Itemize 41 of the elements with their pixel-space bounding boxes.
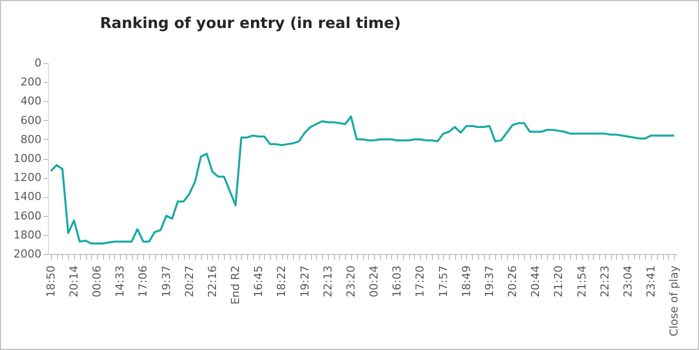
- y-tick-label: 1000: [14, 152, 42, 165]
- x-tick-label: 23:41: [644, 266, 658, 298]
- x-tick-label: 14:33: [114, 266, 127, 298]
- x-tick-label: 20:27: [182, 266, 196, 298]
- x-tick-label: 19:37: [482, 266, 496, 298]
- x-tick-label: 22:16: [206, 266, 219, 298]
- x-tick-label: End R2: [229, 266, 242, 305]
- x-tick-label: 19:37: [160, 266, 173, 298]
- y-tick-label: 0: [34, 56, 42, 70]
- y-tick-label: 600: [20, 114, 42, 127]
- x-tick-label: 16:03: [390, 266, 404, 298]
- x-tick-label: 23:20: [344, 266, 358, 298]
- x-tick-label: 00:24: [368, 266, 381, 298]
- x-tick-label: 17:20: [414, 266, 427, 298]
- y-tick-label: 1200: [14, 171, 42, 184]
- x-tick-label: 16:45: [252, 266, 266, 298]
- y-tick-label: 1600: [14, 209, 42, 222]
- x-tick-label: 21:54: [575, 266, 588, 298]
- x-tick-label: 22:13: [321, 266, 334, 298]
- x-tick-label: 20:14: [67, 266, 80, 298]
- y-tick-label: 1800: [14, 228, 42, 242]
- chart-title: Ranking of your entry (in real time): [100, 14, 401, 32]
- y-tick-label: 400: [20, 94, 42, 108]
- x-tick-label: 18:49: [460, 266, 473, 298]
- line-series: [50, 115, 676, 244]
- y-tick-label: 200: [20, 76, 42, 89]
- x-tick-label: 23:04: [621, 266, 634, 298]
- x-tick-label: 17:57: [436, 266, 450, 298]
- y-tick-label: 1400: [14, 190, 42, 204]
- x-tick-label: 20:44: [529, 266, 542, 298]
- x-tick-label: 00:06: [90, 266, 104, 298]
- y-tick-label: 2000: [14, 248, 42, 260]
- x-tick-label: 21:20: [552, 266, 566, 298]
- x-tick-label: 19:27: [298, 266, 312, 298]
- x-tick-label: 22:23: [598, 266, 612, 298]
- x-tick-label: Close of play: [668, 265, 681, 336]
- y-tick-label: 800: [20, 132, 42, 146]
- x-tick-label: 18:50: [44, 266, 58, 298]
- x-tick-label: 20:26: [506, 266, 520, 298]
- x-tick-label: 18:22: [275, 266, 288, 298]
- x-tick-label: 17:06: [136, 266, 150, 298]
